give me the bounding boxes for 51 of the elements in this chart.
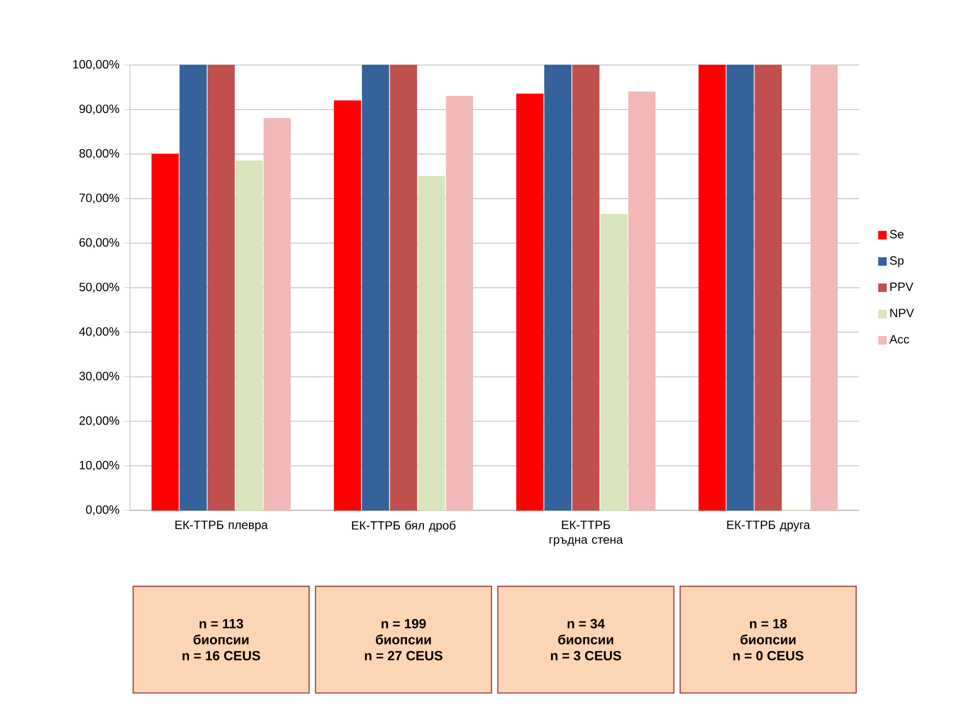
text: биопсии: [376, 634, 431, 644]
y-tick-label: 10,00%: [80, 460, 120, 471]
legend-label: NPV: [890, 308, 914, 318]
bar: [208, 64, 235, 511]
bar: [446, 96, 474, 511]
text: биопсии: [194, 634, 248, 644]
text: n = 34: [568, 618, 605, 628]
bar: [600, 214, 628, 511]
bar: [544, 64, 572, 511]
bar: [418, 176, 446, 511]
y-tick-label: 20,00%: [80, 416, 120, 426]
legend-label: Se: [890, 230, 904, 238]
x-tick-label: ЕК-ТТРБ плевра: [175, 520, 268, 532]
x-tick-label: ЕК-ТТРБ бял дроб: [352, 520, 456, 532]
x-tick-label: ЕК-ТТРБ гръдна стена: [550, 520, 623, 546]
bar: [516, 94, 544, 511]
bar: [754, 64, 782, 511]
y-tick-label: 40,00%: [79, 327, 120, 338]
bar: [236, 160, 263, 511]
text: биопсии: [740, 634, 796, 644]
bar: [362, 64, 390, 511]
y-tick-label: 0,00%: [86, 505, 120, 516]
bar: [628, 91, 656, 511]
y-tick-label: 70,00%: [80, 194, 120, 204]
y-tick-label: 50,00%: [79, 282, 120, 293]
text: n = 16 CEUS: [182, 650, 260, 660]
bar: [810, 64, 838, 511]
bar: [180, 64, 207, 511]
text: n = 18: [750, 618, 787, 628]
y-tick-label: 100,00%: [73, 60, 120, 70]
y-tick-label: 30,00%: [79, 372, 120, 382]
text: биопсии: [558, 634, 614, 644]
bar: [572, 64, 600, 511]
y-tick-label: 60,00%: [80, 238, 120, 248]
bar: [334, 100, 362, 511]
text: n = 3 CEUS: [550, 650, 622, 660]
x-tick-label: ЕК-ТТРБ друга: [727, 520, 810, 532]
text: n = 113: [200, 618, 244, 628]
bar: [726, 64, 754, 511]
legend-label: Sp: [890, 256, 904, 268]
y-tick-label: 80,00%: [79, 149, 120, 160]
bar: [264, 118, 291, 511]
bar: [152, 154, 179, 511]
text: n = 199: [382, 618, 426, 628]
legend-label: PPV: [890, 282, 914, 291]
bar: [390, 64, 418, 511]
legend-label: Acc: [889, 335, 910, 344]
bar: [698, 64, 726, 511]
text: n = 0 CEUS: [733, 650, 804, 660]
text: n = 27 CEUS: [364, 650, 442, 660]
y-tick-label: 90,00%: [79, 104, 120, 114]
